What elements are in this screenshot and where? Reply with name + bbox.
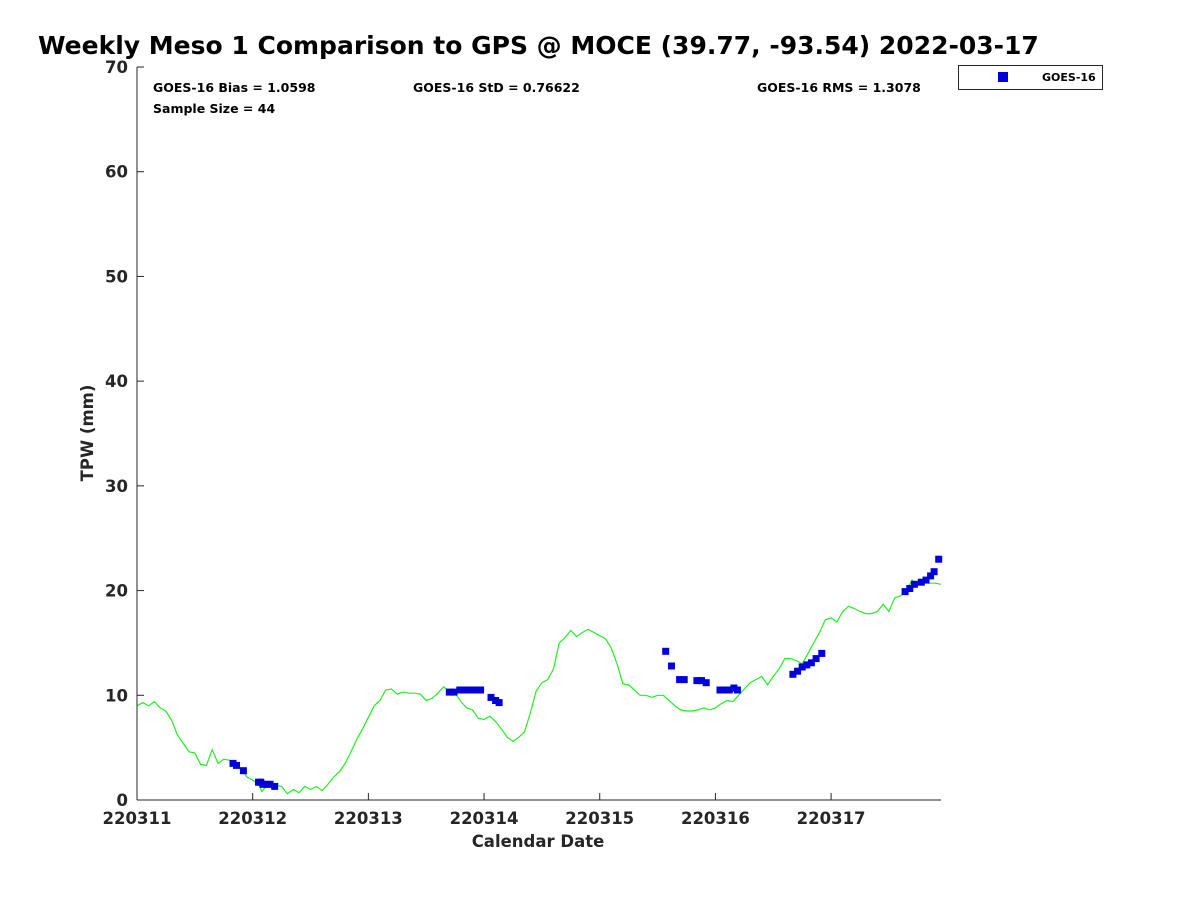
data-point-goes-16: [487, 693, 495, 701]
data-point-goes-16: [922, 576, 930, 584]
x-tick-label: 220311: [103, 809, 172, 828]
sample-size-stat: Sample Size = 44: [153, 101, 275, 116]
data-point-goes-16: [662, 647, 670, 655]
data-point-goes-16: [676, 676, 684, 684]
data-point-goes-16: [906, 585, 914, 592]
data-point-goes-16: [239, 767, 247, 775]
y-tick-label: 30: [105, 477, 128, 496]
data-point-goes-16: [233, 761, 240, 769]
data-point-goes-16: [803, 661, 811, 669]
rms-stat: GOES-16 RMS = 1.3078: [757, 80, 921, 95]
x-tick-label: 220314: [450, 809, 519, 828]
data-point-goes-16: [698, 677, 705, 685]
data-point-goes-16: [901, 588, 909, 596]
legend-label-goes16: GOES-16: [1042, 71, 1096, 84]
x-tick-label: 220313: [334, 809, 403, 828]
data-point-goes-16: [445, 688, 453, 696]
data-point-goes-16: [721, 686, 729, 694]
chart-title: Weekly Meso 1 Comparison to GPS @ MOCE (…: [38, 31, 1039, 60]
data-point-goes-16: [702, 679, 710, 687]
data-point-goes-16: [693, 677, 701, 685]
y-tick-label: 40: [105, 372, 128, 391]
data-point-goes-16: [818, 649, 826, 657]
data-point-goes-16: [271, 782, 279, 790]
data-point-goes-16: [910, 580, 918, 588]
series-line-gps: [136, 579, 942, 795]
data-point-goes-16: [495, 699, 503, 707]
x-tick-label: 220312: [218, 809, 287, 828]
data-point-goes-16: [812, 655, 820, 663]
y-tick-label: 20: [105, 582, 128, 601]
data-point-goes-16: [477, 686, 485, 694]
legend: GOES-16: [958, 65, 1103, 90]
std-stat: GOES-16 StD = 0.76622: [413, 80, 580, 95]
data-point-goes-16: [807, 659, 815, 667]
legend-marker-goes16: [998, 72, 1008, 82]
data-point-goes-16: [789, 670, 797, 678]
data-point-goes-16: [680, 676, 688, 684]
data-point-goes-16: [456, 686, 464, 694]
data-point-goes-16: [927, 572, 935, 580]
y-tick-label: 70: [105, 58, 128, 77]
data-point-goes-16: [917, 578, 925, 586]
data-point-goes-16: [266, 780, 274, 788]
data-point-goes-16: [471, 686, 479, 694]
y-tick-label: 10: [105, 686, 128, 705]
data-point-goes-16: [716, 686, 724, 694]
x-tick-label: 220315: [565, 809, 634, 828]
data-point-goes-16: [930, 568, 938, 576]
data-point-goes-16: [725, 686, 733, 694]
series-layer: [136, 555, 943, 795]
data-point-goes-16: [450, 688, 458, 696]
x-axis-label: Calendar Date: [472, 832, 605, 851]
data-point-goes-16: [794, 667, 802, 675]
axes-layer: 0 10 20 30 40 50 60 70 220311 220312 220313 220314 2…: [103, 58, 941, 828]
x-tick-label: 220317: [797, 809, 866, 828]
y-axis-label: TPW (mm): [78, 385, 97, 482]
data-point-goes-16: [668, 662, 675, 670]
data-point-goes-16: [935, 555, 943, 563]
data-point-goes-16: [733, 686, 741, 694]
x-tick-label: 220316: [681, 809, 750, 828]
plot-area: 0 10 20 30 40 50 60 70 220311 220312 220313 220314 2…: [103, 58, 943, 828]
y-tick-label: 60: [105, 163, 128, 182]
legend-box: [958, 65, 1103, 90]
y-tick-label: 0: [117, 791, 128, 810]
y-tick-label: 50: [105, 267, 128, 286]
data-point-goes-16: [462, 686, 469, 694]
data-point-goes-16: [798, 663, 806, 671]
data-point-goes-16: [466, 686, 474, 694]
bias-stat: GOES-16 Bias = 1.0598: [153, 80, 315, 95]
